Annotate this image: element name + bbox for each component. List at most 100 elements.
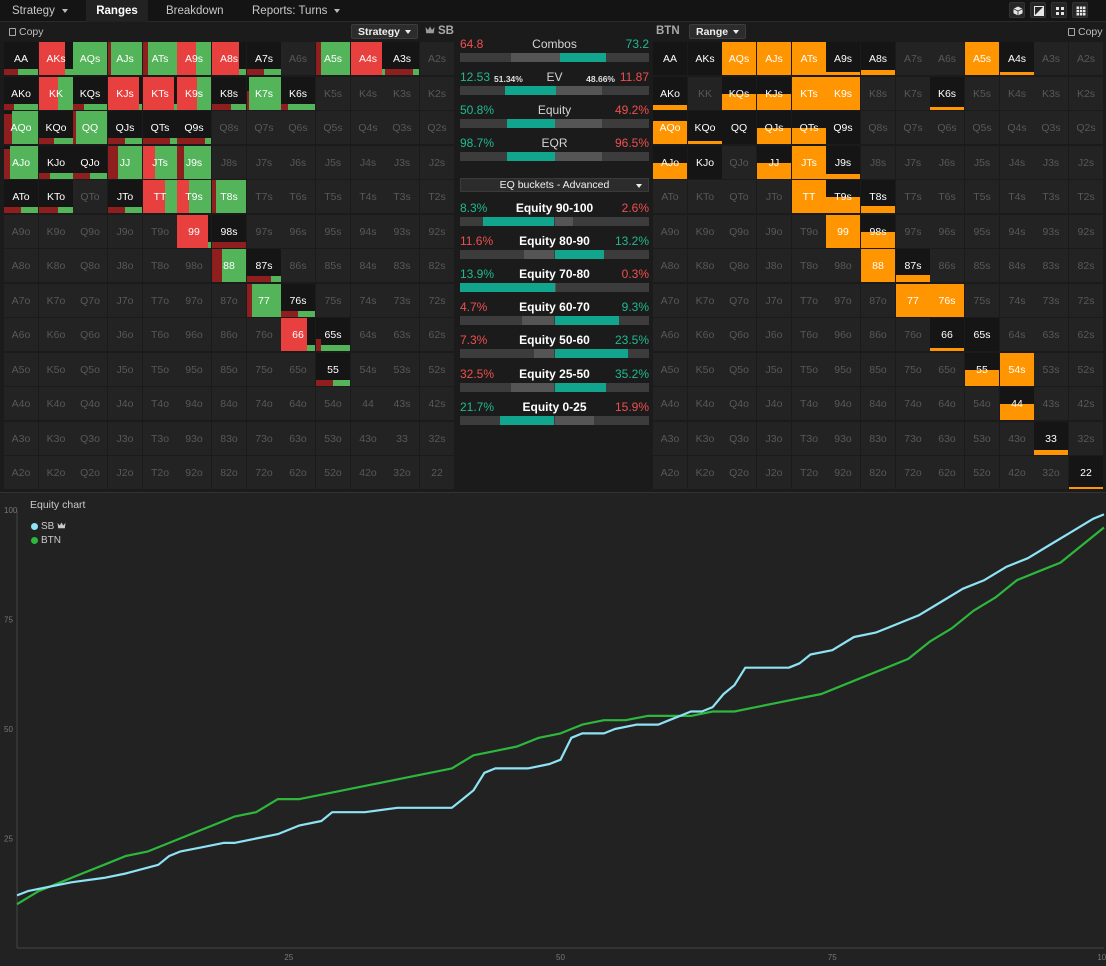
hand-cell-Q9o[interactable]: Q9o xyxy=(722,215,756,248)
hand-cell-K9o[interactable]: K9o xyxy=(688,215,722,248)
hand-cell-53s[interactable]: 53s xyxy=(1034,353,1068,386)
hand-cell-64o[interactable]: 64o xyxy=(281,387,315,420)
hand-cell-T2s[interactable]: T2s xyxy=(1069,180,1103,213)
hand-cell-92o[interactable]: 92o xyxy=(177,456,211,489)
hand-cell-87s[interactable]: 87s xyxy=(896,249,930,282)
hand-cell-53s[interactable]: 53s xyxy=(385,353,419,386)
hand-cell-85o[interactable]: 85o xyxy=(861,353,895,386)
hand-cell-QTs[interactable]: QTs xyxy=(143,111,177,144)
hand-cell-AJs[interactable]: AJs xyxy=(108,42,142,75)
hand-cell-72o[interactable]: 72o xyxy=(247,456,281,489)
hand-cell-62o[interactable]: 62o xyxy=(930,456,964,489)
hand-cell-A9o[interactable]: A9o xyxy=(4,215,38,248)
hand-cell-62s[interactable]: 62s xyxy=(1069,318,1103,351)
hand-cell-JJ[interactable]: JJ xyxy=(108,146,142,179)
hand-cell-T6o[interactable]: T6o xyxy=(792,318,826,351)
hand-cell-A3s[interactable]: A3s xyxy=(385,42,419,75)
hand-cell-QJo[interactable]: QJo xyxy=(73,146,107,179)
hand-cell-32s[interactable]: 32s xyxy=(420,422,454,455)
hand-cell-55[interactable]: 55 xyxy=(316,353,350,386)
hand-cell-95o[interactable]: 95o xyxy=(826,353,860,386)
hand-cell-J7o[interactable]: J7o xyxy=(108,284,142,317)
hand-cell-J6o[interactable]: J6o xyxy=(757,318,791,351)
hand-cell-75s[interactable]: 75s xyxy=(965,284,999,317)
hand-cell-K9s[interactable]: K9s xyxy=(826,77,860,110)
hand-cell-A9o[interactable]: A9o xyxy=(653,215,687,248)
hand-cell-ATo[interactable]: ATo xyxy=(4,180,38,213)
hand-cell-Q6s[interactable]: Q6s xyxy=(930,111,964,144)
hand-cell-Q3o[interactable]: Q3o xyxy=(73,422,107,455)
hand-cell-A3o[interactable]: A3o xyxy=(653,422,687,455)
hand-cell-52s[interactable]: 52s xyxy=(420,353,454,386)
hand-cell-82s[interactable]: 82s xyxy=(420,249,454,282)
hand-cell-T6s[interactable]: T6s xyxy=(930,180,964,213)
hand-cell-AQo[interactable]: AQo xyxy=(4,111,38,144)
tab-reports-turns[interactable]: Reports: Turns xyxy=(242,0,350,22)
hand-cell-75o[interactable]: 75o xyxy=(896,353,930,386)
hand-cell-95s[interactable]: 95s xyxy=(316,215,350,248)
hand-cell-A8o[interactable]: A8o xyxy=(653,249,687,282)
hand-cell-T6s[interactable]: T6s xyxy=(281,180,315,213)
hand-cell-Q2o[interactable]: Q2o xyxy=(722,456,756,489)
hand-cell-A7o[interactable]: A7o xyxy=(4,284,38,317)
hand-cell-T4o[interactable]: T4o xyxy=(792,387,826,420)
hand-cell-K5o[interactable]: K5o xyxy=(39,353,73,386)
hand-cell-Q5o[interactable]: Q5o xyxy=(722,353,756,386)
hand-cell-Q8s[interactable]: Q8s xyxy=(861,111,895,144)
hand-cell-94o[interactable]: 94o xyxy=(826,387,860,420)
hand-cell-A8o[interactable]: A8o xyxy=(4,249,38,282)
hand-cell-A7s[interactable]: A7s xyxy=(896,42,930,75)
hand-cell-J2s[interactable]: J2s xyxy=(1069,146,1103,179)
hand-cell-73o[interactable]: 73o xyxy=(896,422,930,455)
hand-cell-97o[interactable]: 97o xyxy=(826,284,860,317)
hand-cell-72s[interactable]: 72s xyxy=(420,284,454,317)
move-icon[interactable] xyxy=(1051,2,1067,18)
hand-cell-JJ[interactable]: JJ xyxy=(757,146,791,179)
hand-cell-76s[interactable]: 76s xyxy=(281,284,315,317)
hand-cell-KJo[interactable]: KJo xyxy=(39,146,73,179)
hand-cell-32o[interactable]: 32o xyxy=(385,456,419,489)
hand-cell-J7s[interactable]: J7s xyxy=(247,146,281,179)
tab-ranges[interactable]: Ranges xyxy=(86,0,148,22)
hand-cell-QJo[interactable]: QJo xyxy=(722,146,756,179)
hand-cell-A2s[interactable]: A2s xyxy=(1069,42,1103,75)
hand-cell-AKo[interactable]: AKo xyxy=(4,77,38,110)
hand-cell-Q8o[interactable]: Q8o xyxy=(73,249,107,282)
hand-cell-K7s[interactable]: K7s xyxy=(247,77,281,110)
hand-cell-85s[interactable]: 85s xyxy=(316,249,350,282)
hand-cell-88[interactable]: 88 xyxy=(861,249,895,282)
hand-cell-98s[interactable]: 98s xyxy=(212,215,246,248)
hand-cell-J6s[interactable]: J6s xyxy=(281,146,315,179)
hand-cell-T4s[interactable]: T4s xyxy=(351,180,385,213)
hand-cell-94o[interactable]: 94o xyxy=(177,387,211,420)
hand-cell-QQ[interactable]: QQ xyxy=(722,111,756,144)
hand-cell-75o[interactable]: 75o xyxy=(247,353,281,386)
hand-cell-93o[interactable]: 93o xyxy=(177,422,211,455)
hand-cell-K3s[interactable]: K3s xyxy=(1034,77,1068,110)
hand-cell-T7s[interactable]: T7s xyxy=(247,180,281,213)
hand-cell-J3s[interactable]: J3s xyxy=(1034,146,1068,179)
hand-cell-54s[interactable]: 54s xyxy=(1000,353,1034,386)
hand-cell-62o[interactable]: 62o xyxy=(281,456,315,489)
hand-cell-T8o[interactable]: T8o xyxy=(143,249,177,282)
hand-cell-K2s[interactable]: K2s xyxy=(420,77,454,110)
hand-cell-94s[interactable]: 94s xyxy=(1000,215,1034,248)
hand-cell-83o[interactable]: 83o xyxy=(861,422,895,455)
hand-cell-K9s[interactable]: K9s xyxy=(177,77,211,110)
hand-cell-88[interactable]: 88 xyxy=(212,249,246,282)
hand-cell-Q7s[interactable]: Q7s xyxy=(896,111,930,144)
hand-cell-QQ[interactable]: QQ xyxy=(73,111,107,144)
hand-cell-K8s[interactable]: K8s xyxy=(861,77,895,110)
hand-cell-86o[interactable]: 86o xyxy=(861,318,895,351)
hand-cell-53o[interactable]: 53o xyxy=(316,422,350,455)
square-half-icon[interactable] xyxy=(1030,2,1046,18)
hand-cell-65s[interactable]: 65s xyxy=(316,318,350,351)
hand-cell-52o[interactable]: 52o xyxy=(965,456,999,489)
hand-cell-33[interactable]: 33 xyxy=(385,422,419,455)
cube-icon[interactable] xyxy=(1009,2,1025,18)
hand-cell-J9o[interactable]: J9o xyxy=(108,215,142,248)
hand-cell-K2s[interactable]: K2s xyxy=(1069,77,1103,110)
hand-cell-K5s[interactable]: K5s xyxy=(965,77,999,110)
hand-cell-94s[interactable]: 94s xyxy=(351,215,385,248)
hand-cell-T9o[interactable]: T9o xyxy=(143,215,177,248)
